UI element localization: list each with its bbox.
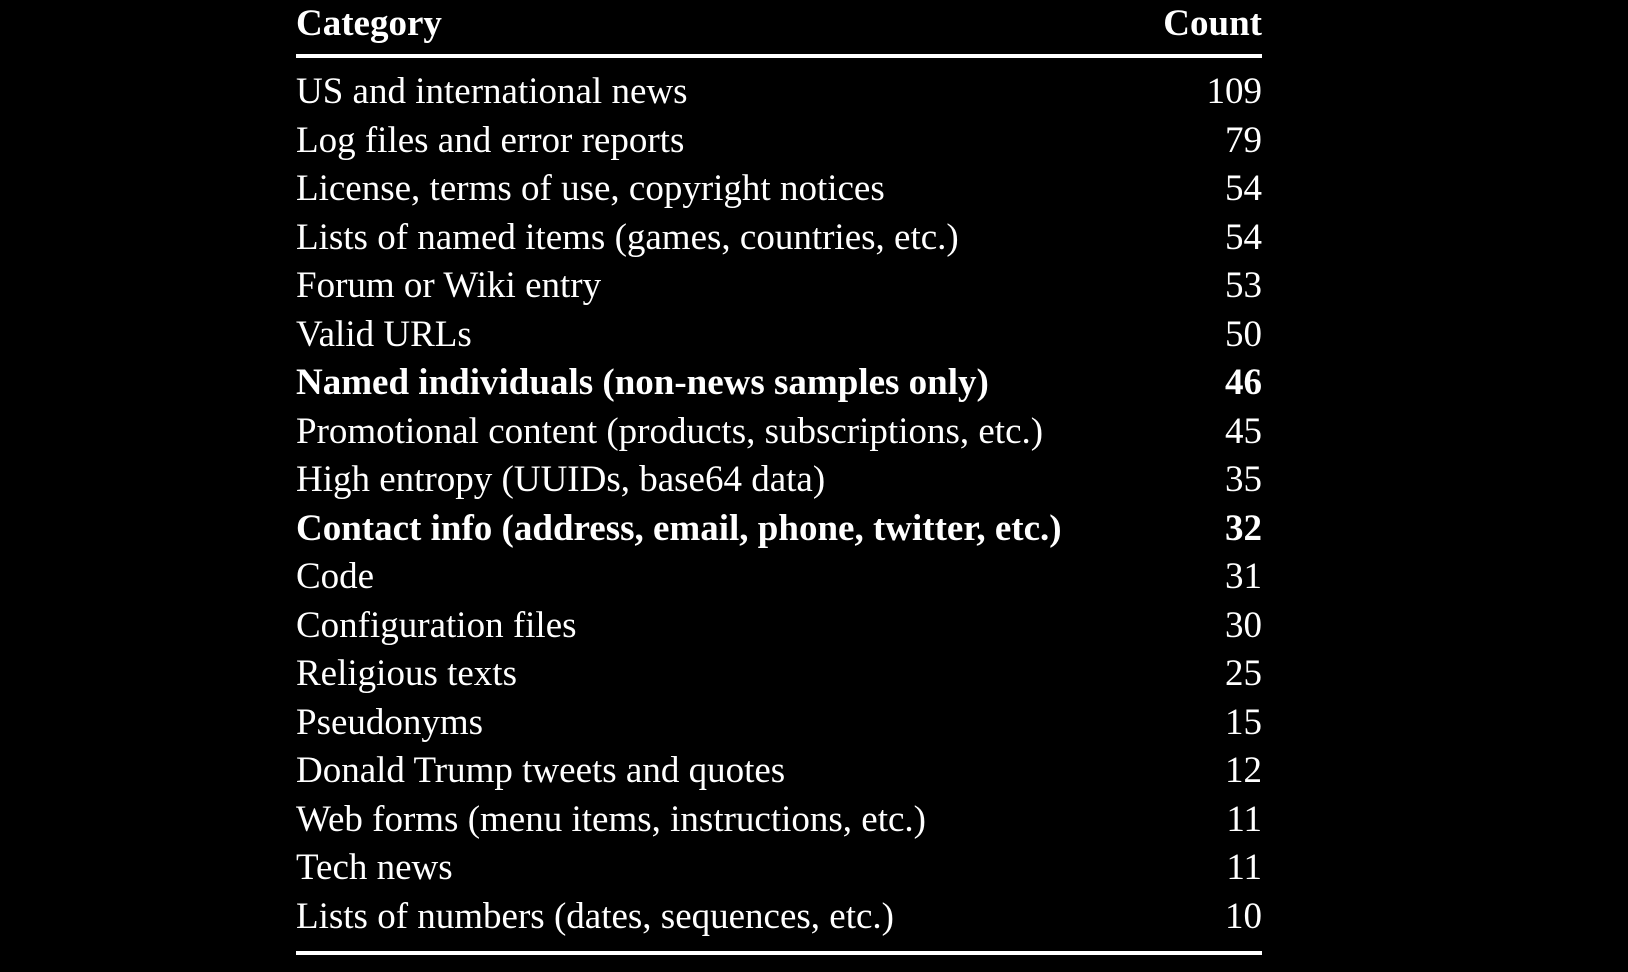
row-category: Forum or Wiki entry [296, 265, 602, 307]
bottom-rule [296, 951, 1262, 955]
row-category: Web forms (menu items, instructions, etc… [296, 798, 926, 840]
row-count: 109 [1206, 71, 1263, 113]
table-row: Forum or Wiki entry 53 [296, 262, 1262, 311]
row-category: Pseudonyms [296, 701, 484, 743]
row-count: 31 [1225, 556, 1262, 598]
header-category: Category [296, 3, 442, 44]
header-count: Count [1163, 3, 1262, 44]
row-category: Configuration files [296, 604, 577, 646]
table-row: License, terms of use, copyright notices… [296, 165, 1262, 214]
header-rule [296, 54, 1262, 58]
row-category: Donald Trump tweets and quotes [296, 750, 786, 792]
row-count: 32 [1225, 507, 1262, 549]
row-category: Lists of numbers (dates, sequences, etc.… [296, 895, 894, 937]
category-count-table: Category Count US and international news… [296, 0, 1262, 955]
row-category: License, terms of use, copyright notices [296, 168, 885, 210]
row-count: 54 [1225, 168, 1262, 210]
table-row: Contact info (address, email, phone, twi… [296, 505, 1262, 554]
table-row: Configuration files 30 [296, 602, 1262, 651]
row-category: Named individuals (non-news samples only… [296, 362, 989, 404]
row-count: 12 [1225, 750, 1262, 792]
row-count: 11 [1226, 847, 1262, 889]
row-count: 45 [1225, 410, 1262, 452]
row-count: 79 [1225, 119, 1262, 161]
table-row: US and international news 109 [296, 68, 1262, 117]
row-count: 53 [1225, 265, 1262, 307]
row-category: Contact info (address, email, phone, twi… [296, 507, 1062, 549]
row-category: Tech news [296, 847, 453, 889]
row-category: Valid URLs [296, 313, 472, 355]
row-category: Promotional content (products, subscript… [296, 410, 1044, 452]
table-row: Lists of numbers (dates, sequences, etc.… [296, 893, 1262, 942]
table-row: Named individuals (non-news samples only… [296, 359, 1262, 408]
row-count: 35 [1225, 459, 1262, 501]
row-count: 46 [1225, 362, 1262, 404]
table-row: Code 31 [296, 553, 1262, 602]
row-category: Religious texts [296, 653, 517, 695]
table-row: Log files and error reports 79 [296, 117, 1262, 166]
row-count: 50 [1225, 313, 1262, 355]
table-body: US and international news 109 Log files an… [296, 58, 1262, 951]
row-category: Lists of named items (games, countries, … [296, 216, 959, 258]
row-count: 10 [1225, 895, 1262, 937]
table-row: Promotional content (products, subscript… [296, 408, 1262, 457]
table-row: Donald Trump tweets and quotes 12 [296, 747, 1262, 796]
row-count: 25 [1225, 653, 1262, 695]
table-header: Category Count [296, 0, 1262, 48]
table-row: Tech news 11 [296, 844, 1262, 893]
table-row: Lists of named items (games, countries, … [296, 214, 1262, 263]
row-category: US and international news [296, 71, 688, 113]
row-category: Code [296, 556, 375, 598]
row-count: 30 [1225, 604, 1262, 646]
table-row: Valid URLs 50 [296, 311, 1262, 360]
row-count: 15 [1225, 701, 1262, 743]
table-row: High entropy (UUIDs, base64 data) 35 [296, 456, 1262, 505]
row-category: High entropy (UUIDs, base64 data) [296, 459, 826, 501]
row-count: 11 [1226, 798, 1262, 840]
row-category: Log files and error reports [296, 119, 685, 161]
table-row: Pseudonyms 15 [296, 699, 1262, 748]
table-row: Religious texts 25 [296, 650, 1262, 699]
table-row: Web forms (menu items, instructions, etc… [296, 796, 1262, 845]
row-count: 54 [1225, 216, 1262, 258]
